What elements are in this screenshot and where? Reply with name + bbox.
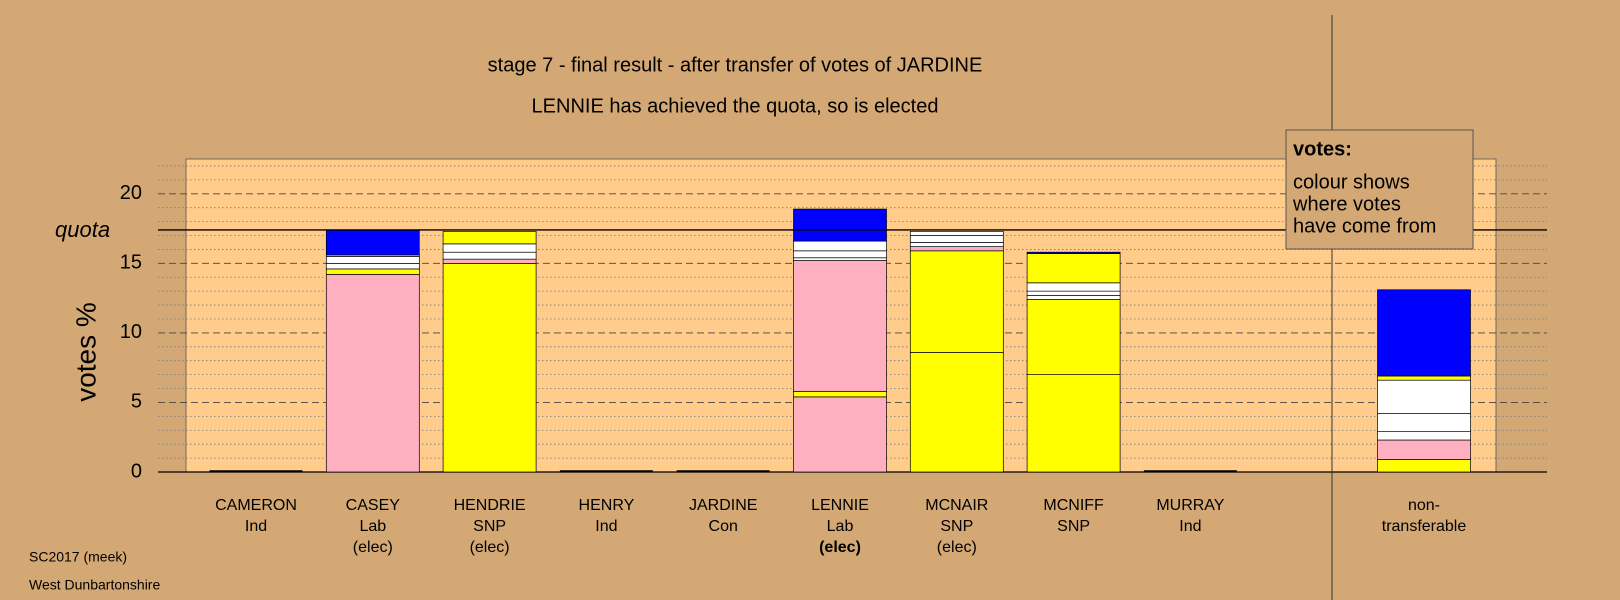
x-tick-label: HENRY: [579, 497, 635, 514]
bar-segment: [442, 251, 537, 260]
footer-text: West Dunbartonshire: [29, 577, 160, 593]
bar-segment: [442, 243, 537, 253]
bar-segment: [909, 235, 1004, 243]
bar-segment: [325, 256, 420, 264]
bar-segment: [793, 396, 887, 473]
x-tick-label: (elec): [937, 539, 977, 556]
bar-segment: [1377, 413, 1471, 433]
bar-segment: [909, 246, 1004, 252]
bar-segment: [1377, 431, 1471, 441]
bar-segment: [793, 260, 887, 392]
bar-segment: [1377, 379, 1471, 414]
bar-segment: [325, 268, 420, 275]
bar-segment: [442, 230, 537, 245]
bar-segment: [793, 208, 887, 242]
bar-segment: [793, 390, 887, 398]
y-tick-label: 0: [131, 460, 142, 482]
bar-segment: [1026, 253, 1121, 284]
bar-segment: [1377, 439, 1471, 460]
bar-segment: [1377, 289, 1471, 377]
x-tick-label: LENNIE: [811, 497, 869, 514]
x-tick-label: CASEY: [346, 497, 401, 514]
x-tick-label: Con: [709, 518, 738, 535]
y-tick-label: 10: [120, 321, 142, 343]
x-tick-label: non-: [1408, 497, 1440, 514]
y-tick-label: 5: [131, 391, 142, 413]
bar-segment: [909, 352, 1004, 473]
x-tick-label: MCNAIR: [925, 497, 988, 514]
y-tick-label: 15: [120, 252, 142, 274]
bar-segment: [1026, 299, 1121, 375]
bar-segment: [325, 262, 420, 270]
x-tick-label: Ind: [245, 518, 267, 535]
bar-segment: [1026, 294, 1121, 300]
bar-segment: [793, 250, 887, 259]
bar-segment: [1377, 375, 1471, 381]
bar-segment: [325, 274, 420, 473]
legend-text: colour shows: [1293, 171, 1410, 193]
bar-segment: [442, 262, 537, 473]
legend-text: have come from: [1293, 215, 1436, 237]
bar-segment: [1026, 374, 1121, 473]
x-tick-label: SNP: [473, 518, 506, 535]
bar-segment: [1377, 459, 1471, 473]
x-tick-label: MURRAY: [1156, 497, 1224, 514]
x-tick-label: (elec): [353, 539, 393, 556]
bar-segment: [793, 240, 887, 252]
x-tick-label: Lab: [359, 518, 386, 535]
x-tick-label: (elec): [470, 539, 510, 556]
x-tick-label: SNP: [940, 518, 973, 535]
x-tick-label: SNP: [1057, 518, 1090, 535]
bar-segment: [1026, 251, 1121, 254]
x-tick-label: HENDRIE: [454, 497, 526, 514]
bar-segment: [442, 258, 537, 264]
legend-text: where votes: [1292, 193, 1401, 215]
chart-subtitle: LENNIE has achieved the quota, so is ele…: [532, 95, 939, 117]
legend-box: [1285, 129, 1474, 250]
x-tick-label: Ind: [595, 518, 617, 535]
y-axis-label: votes %: [70, 302, 101, 402]
x-tick-label: (elec): [819, 539, 861, 556]
y-tick-label: 20: [120, 182, 142, 204]
x-tick-label: MCNIFF: [1043, 497, 1104, 514]
bar-segment: [909, 250, 1004, 353]
chart-title: stage 7 - final result - after transfer …: [488, 54, 983, 76]
bar-segment: [793, 257, 887, 261]
x-tick-label: Ind: [1179, 518, 1201, 535]
legend-title: votes:: [1293, 138, 1352, 160]
bar-segment: [909, 242, 1004, 247]
x-tick-label: Lab: [827, 518, 854, 535]
quota-label: quota: [55, 217, 110, 242]
footer-text: SC2017 (meek): [29, 549, 127, 565]
bar-segment: [909, 230, 1004, 236]
x-tick-label: transferable: [1382, 518, 1467, 535]
x-tick-label: JARDINE: [689, 497, 757, 514]
bar-segment: [1026, 290, 1121, 296]
bar-segment: [325, 229, 420, 256]
x-tick-label: CAMERON: [215, 497, 297, 514]
bar-segment: [1026, 282, 1121, 292]
